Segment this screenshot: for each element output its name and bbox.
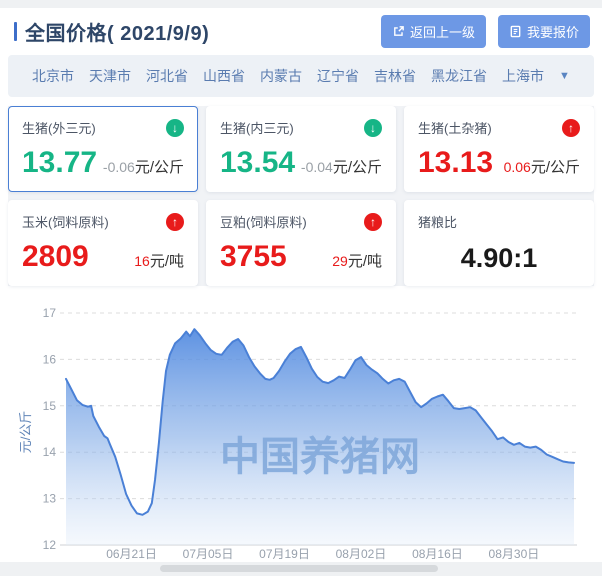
card-header: 豆粕(饲料原料) ↑	[220, 212, 382, 231]
card-values: 13.77 -0.06 元/公斤	[22, 146, 184, 180]
tab-hebei[interactable]: 河北省	[146, 68, 188, 84]
price-cards-grid: 生猪(外三元) ↓ 13.77 -0.06 元/公斤 生猪(内三元) ↓ 13.…	[8, 106, 594, 286]
card-label: 生猪(内三元)	[220, 121, 294, 136]
price-value: 13.77	[22, 146, 98, 179]
svg-text:15: 15	[43, 399, 57, 413]
price-value: 2809	[22, 240, 89, 273]
price-unit: 元/吨	[347, 253, 382, 270]
price-card-waisanyuan[interactable]: 生猪(外三元) ↓ 13.77 -0.06 元/公斤	[8, 106, 198, 192]
tab-shanghai[interactable]: 上海市	[502, 68, 544, 84]
price-value: 3755	[220, 240, 287, 273]
area-fill	[66, 329, 574, 545]
card-header: 生猪(外三元) ↓	[22, 118, 184, 137]
price-value: 13.13	[418, 146, 494, 179]
trend-up-icon: ↑	[562, 118, 580, 137]
card-label: 猪粮比	[418, 215, 458, 230]
trend-down-icon: ↓	[166, 118, 184, 137]
svg-text:13: 13	[43, 492, 57, 506]
card-header: 生猪(内三元) ↓	[220, 118, 382, 137]
bottom-strip	[0, 562, 602, 576]
svg-text:06月21日: 06月21日	[106, 547, 157, 561]
back-to-previous-button[interactable]: 返回上一级	[380, 14, 486, 48]
tab-liaoning[interactable]: 辽宁省	[317, 68, 359, 84]
price-change: 29	[332, 253, 348, 269]
price-trend-area-chart: 中国养猪网 12 13 14 15 16 17 06月21日 07月05日 07月19日 08月0…	[18, 306, 577, 561]
price-value: 13.54	[220, 146, 296, 179]
svg-text:16: 16	[43, 352, 57, 366]
province-tab-bar: 北京市 天津市 河北省 山西省 内蒙古 辽宁省 吉林省 黑龙江省 上海市 ▼	[8, 55, 594, 97]
svg-text:08月02日: 08月02日	[336, 547, 387, 561]
tab-heilongjiang[interactable]: 黑龙江省	[431, 68, 487, 84]
tab-shanxi[interactable]: 山西省	[203, 68, 245, 84]
pig-grain-ratio-card[interactable]: 猪粮比 4.90:1	[404, 200, 594, 286]
price-unit: 元/公斤	[134, 159, 184, 176]
price-card-tuzazhu[interactable]: 生猪(土杂猪) ↑ 13.13 0.06 元/公斤	[404, 106, 594, 192]
price-change: 0.06	[503, 159, 531, 175]
svg-text:08月30日: 08月30日	[489, 547, 540, 561]
header-buttons: 返回上一级 我要报价	[380, 14, 590, 48]
card-label: 豆粕(饲料原料)	[220, 215, 307, 230]
price-unit: 元/公斤	[530, 159, 580, 176]
price-change: -0.04	[300, 159, 333, 175]
card-label: 玉米(饲料原料)	[22, 215, 109, 230]
watermark-text: 中国养猪网	[220, 435, 420, 479]
trend-up-icon: ↑	[166, 212, 184, 231]
card-header: 猪粮比	[418, 212, 580, 231]
chevron-down-icon[interactable]: ▼	[559, 70, 570, 82]
card-label: 生猪(外三元)	[22, 121, 96, 136]
svg-text:14: 14	[43, 445, 57, 459]
card-header: 生猪(土杂猪) ↑	[418, 118, 580, 137]
tab-beijing[interactable]: 北京市	[32, 68, 74, 84]
trend-up-icon: ↑	[364, 212, 382, 231]
submit-quote-button[interactable]: 我要报价	[497, 14, 590, 48]
tab-tianjin[interactable]: 天津市	[89, 68, 131, 84]
card-label: 生猪(土杂猪)	[418, 121, 492, 136]
price-unit: 元/吨	[149, 253, 184, 270]
tab-neimenggu[interactable]: 内蒙古	[260, 68, 302, 84]
back-button-label: 返回上一级	[409, 24, 475, 40]
card-values: 3755 29 元/吨	[220, 240, 382, 274]
price-card-neisanyuan[interactable]: 生猪(内三元) ↓ 13.54 -0.04 元/公斤	[206, 106, 396, 192]
svg-text:17: 17	[43, 306, 57, 320]
y-axis-label: 元/公斤	[18, 411, 33, 454]
title-accent-bar	[14, 21, 17, 41]
trend-down-icon: ↓	[364, 118, 382, 137]
return-icon	[392, 25, 405, 38]
price-trend-chart-section: 中国养猪网 12 13 14 15 16 17 06月21日 07月05日 07月19日 08月0…	[0, 290, 602, 562]
svg-text:07月05日: 07月05日	[183, 547, 234, 561]
price-card-corn[interactable]: 玉米(饲料原料) ↑ 2809 16 元/吨	[8, 200, 198, 286]
svg-text:12: 12	[43, 538, 57, 552]
price-card-soybean-meal[interactable]: 豆粕(饲料原料) ↑ 3755 29 元/吨	[206, 200, 396, 286]
page-title: 全国价格( 2021/9/9)	[25, 22, 210, 45]
svg-text:07月19日: 07月19日	[259, 547, 310, 561]
page-header: 全国价格( 2021/9/9) 返回上一级 我要报价	[0, 8, 602, 54]
price-change: 16	[134, 253, 150, 269]
card-values: 4.90:1	[418, 243, 580, 274]
price-change: -0.06	[102, 159, 135, 175]
card-values: 2809 16 元/吨	[22, 240, 184, 274]
card-values: 13.13 0.06 元/公斤	[418, 146, 580, 180]
quote-button-label: 我要报价	[526, 24, 579, 40]
top-strip	[0, 0, 602, 8]
card-header: 玉米(饲料原料) ↑	[22, 212, 184, 231]
card-values: 13.54 -0.04 元/公斤	[220, 146, 382, 180]
ratio-value: 4.90:1	[460, 243, 538, 273]
price-line	[65, 328, 575, 516]
tab-jilin[interactable]: 吉林省	[374, 68, 416, 84]
price-unit: 元/公斤	[332, 159, 382, 176]
document-icon	[509, 25, 522, 38]
horizontal-scrollbar-thumb[interactable]	[160, 565, 438, 572]
svg-text:08月16日: 08月16日	[412, 547, 463, 561]
chart-axis-ticks: 12 13 14 15 16 17 06月21日 07月05日 07月19日 08月02日 08月1…	[43, 306, 540, 561]
